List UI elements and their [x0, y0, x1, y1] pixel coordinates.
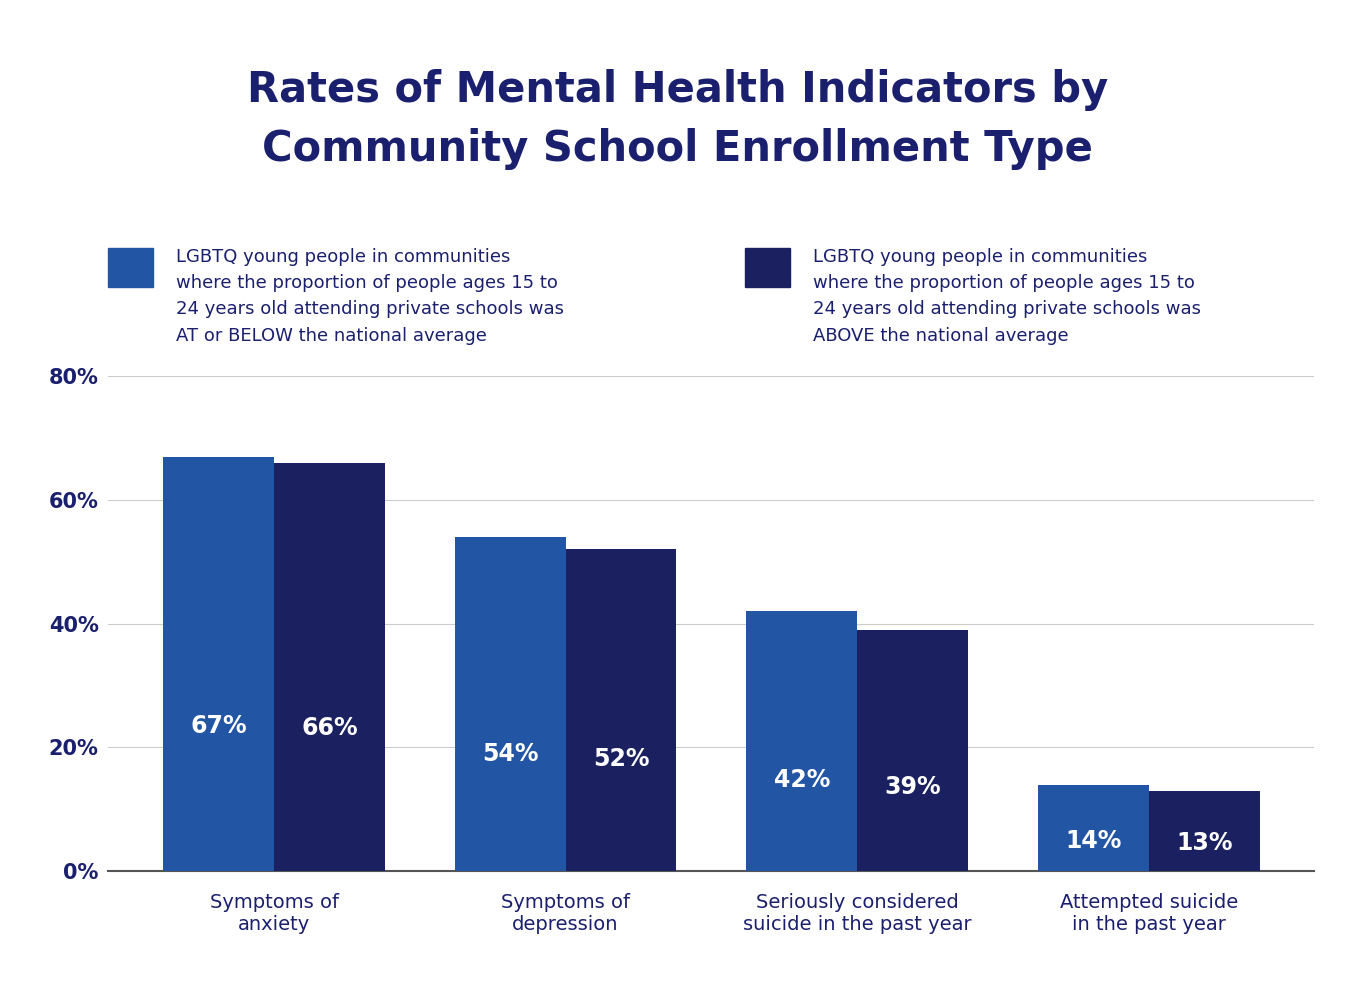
Text: LGBTQ young people in communities
where the proportion of people ages 15 to
24 y: LGBTQ young people in communities where …	[813, 248, 1201, 345]
Text: 13%: 13%	[1176, 831, 1233, 855]
Text: Rates of Mental Health Indicators by
Community School Enrollment Type: Rates of Mental Health Indicators by Com…	[247, 69, 1108, 170]
Bar	[1149, 791, 1260, 871]
Bar	[858, 630, 967, 871]
Bar	[274, 463, 385, 871]
Text: 67%: 67%	[190, 714, 247, 739]
Bar	[745, 248, 790, 287]
Bar	[108, 248, 153, 287]
Text: 66%: 66%	[301, 717, 358, 741]
Text: 42%: 42%	[774, 768, 831, 792]
Bar	[1038, 784, 1149, 871]
Bar	[565, 549, 676, 871]
Bar	[455, 537, 565, 871]
Text: LGBTQ young people in communities
where the proportion of people ages 15 to
24 y: LGBTQ young people in communities where …	[176, 248, 564, 345]
Text: 14%: 14%	[1065, 829, 1122, 852]
Bar	[747, 611, 858, 871]
Text: 54%: 54%	[482, 742, 538, 766]
Bar	[163, 456, 274, 871]
Text: 52%: 52%	[592, 746, 649, 770]
Text: 39%: 39%	[885, 775, 940, 799]
